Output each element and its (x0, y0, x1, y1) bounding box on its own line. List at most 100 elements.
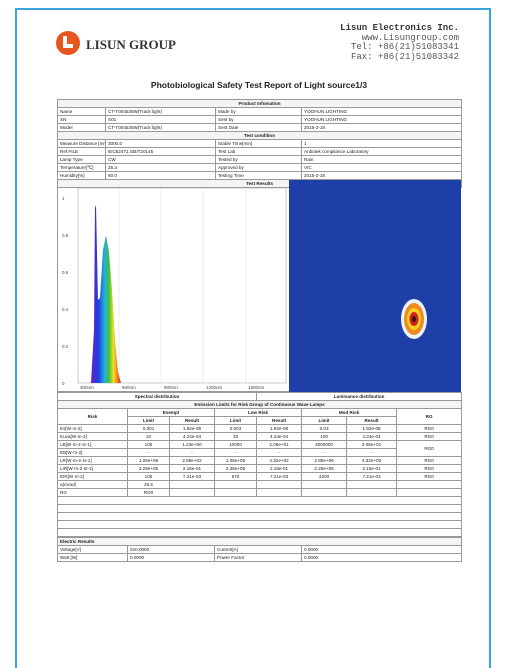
logo-mark (63, 36, 73, 48)
cell: Approved by (215, 163, 302, 172)
cell: 2.26e+05 (301, 464, 348, 473)
cell: EIR[W·m-2] (57, 472, 128, 481)
contact: Lisun Electronics Inc. www.Lisungroup.co… (340, 23, 459, 62)
cell: Tested by (215, 155, 302, 164)
empty-cell (301, 480, 348, 489)
cell: 1 (300, 139, 463, 148)
empty-cell (396, 480, 463, 489)
cell: 2.26e+05 (127, 464, 170, 473)
cell: 100 (301, 432, 348, 441)
cell: 2.88e+06 (301, 456, 348, 465)
cell: CT-T004535W(Track light) (105, 107, 216, 116)
cell: 10000 (213, 440, 258, 449)
cell: 220.0000 (127, 545, 215, 554)
cell: RG0 (396, 464, 463, 473)
cell: 26.5 (127, 480, 170, 489)
cell: Test Results (56, 179, 463, 188)
cell: Temperature[℃] (57, 163, 106, 172)
cell: 3.06e+01 (346, 440, 398, 449)
cell: 4000000 (301, 440, 348, 449)
cell: - (127, 448, 170, 457)
cell: YOOHUN LIGHTING (300, 107, 463, 116)
cell: Spectral distribution (56, 392, 258, 401)
cell: YOOHUN LIGHTING (300, 115, 463, 124)
cell: LR[W·m-2·sr-1] (57, 456, 128, 465)
y-tick-label: 0.6 (62, 270, 69, 275)
empty-cell (256, 488, 303, 497)
cell: CT-T004535W(Track light) (105, 123, 216, 132)
cell: 2.16e-01 (256, 464, 303, 473)
empty-cell (396, 488, 463, 497)
cell: LB[W·m-2·sr-1] (57, 440, 128, 449)
frame (15, 8, 491, 668)
section-row: Electric Results (56, 537, 463, 546)
cell: 0.0000 (300, 553, 463, 562)
cell: Measure Distance [mm] (57, 139, 106, 148)
blank-row (56, 528, 463, 537)
cell: 7.21e-03 (169, 472, 215, 481)
cell: - (169, 448, 215, 457)
cell: 1.92e-08 (256, 424, 303, 433)
cell: Limit (127, 416, 170, 425)
cell: 7.21e-03 (346, 472, 398, 481)
cell: 2.26e+05 (213, 464, 258, 473)
empty-cell (346, 488, 398, 497)
section-row: Emission Limits for Risk Group of Contin… (56, 400, 463, 409)
cell: RG (396, 408, 463, 425)
contact-line: Lisun Electronics Inc. (340, 23, 459, 33)
emission-row: RG RG0 (57, 488, 463, 497)
emission-row: Es[W·m-2] 0.001 1.92e-08 0.003 1.92e-08 0.03 1… (57, 424, 463, 433)
cell: Electric Results (56, 537, 463, 546)
cell: 2016-2-18 (300, 123, 463, 132)
contact-line: Tel: +86(21)51083341 (350, 42, 459, 52)
cell: Power Factor (214, 553, 302, 562)
blank-row (56, 520, 463, 529)
cell: Exempt (127, 408, 215, 417)
cell: 0.03 (301, 424, 348, 433)
cell: 33 (213, 432, 258, 441)
contact-line: www.Lisungroup.com (361, 32, 459, 43)
y-tick-label: 0.8 (62, 233, 69, 238)
results-panel: 0 0.2 0.4 0.6 0.8 1 300nm 600nm 900nm 1200nm 1500n… (57, 179, 461, 392)
cell: Sent Date (215, 123, 302, 132)
empty-cell (56, 504, 463, 513)
cell: Result (169, 416, 215, 425)
report-title: Photobiological Safety Test Report of Li… (150, 80, 368, 90)
empty-cell (56, 528, 463, 537)
section-row: Product Infomation (56, 99, 463, 108)
cell: Model (57, 123, 106, 132)
info-row: Lamp Type CW Tested by Rain (57, 155, 463, 164)
cell: RG0 (396, 424, 463, 433)
spectrum-plot: 0 0.2 0.4 0.6 0.8 1 300nm 600nm 900nm 1200nm 1500n… (62, 187, 287, 390)
electric-row: Watt [W] 0.0000 Power Factor 0.0000 (57, 553, 463, 562)
cell: Product Infomation (56, 99, 463, 108)
cell: RG (57, 488, 128, 497)
cell: 3200 (301, 472, 348, 481)
cell: Watt [W] (57, 553, 128, 562)
emission-row: LIR[W·m-2·sr-1] 2.26e+05 2.16e-01 2.26e+05 2… (57, 464, 463, 473)
emission-row: α(mrad) 26.5 (57, 480, 463, 489)
cell: 0.001 (127, 424, 170, 433)
cell: VIC (300, 163, 463, 172)
cell: Result (256, 416, 303, 425)
cell: 1.06e+06 (213, 456, 258, 465)
cell: LIR[W·m-2·sr-1] (57, 464, 128, 473)
cell: Voltage[V] (57, 545, 128, 554)
cell: 100 (127, 440, 170, 449)
cell: 2.16e-01 (346, 464, 398, 473)
empty-cell (56, 520, 463, 529)
cell: Euva[W·m-2] (57, 432, 128, 441)
cell: IEC62471,GB/T20145 (105, 147, 216, 156)
empty-cell (346, 480, 398, 489)
empty-cell (301, 488, 348, 497)
cell: Mod Risk (301, 408, 398, 417)
cell: 7.21e-03 (256, 472, 303, 481)
cell: Current[A] (214, 545, 302, 554)
logo-circle (56, 31, 80, 55)
electric-table: Electric Results Voltage[V] 220.0000 Curren… (56, 537, 463, 562)
cell: SN (57, 115, 106, 124)
luminance-background (289, 180, 461, 392)
cell: RG0 (127, 488, 170, 497)
cell: - (346, 448, 398, 457)
luminance-map (289, 180, 461, 392)
